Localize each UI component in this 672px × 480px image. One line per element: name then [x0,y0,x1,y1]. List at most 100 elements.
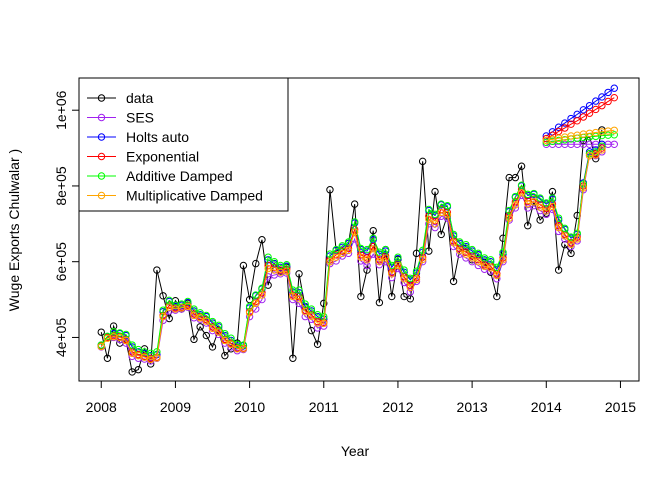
data-point [394,253,402,261]
legend-box [78,77,289,212]
data-point [320,299,328,308]
data-point [592,105,600,114]
data-point [369,245,377,253]
legend-swatch-point [97,152,106,161]
data-point [449,277,458,286]
data-point [462,240,470,249]
data-point [363,256,371,264]
x-axis: 2008 2009 2010 2011 2012 2013 2014 2015 [86,380,636,415]
data-point [474,257,482,266]
data-point [307,312,316,320]
data-point [536,216,544,224]
data-point [159,292,167,300]
data-point [227,340,235,348]
data-point [363,266,371,274]
plot-area [97,84,618,376]
data-point [214,328,223,336]
data-point [443,211,452,219]
data-point [153,266,161,274]
data-point [332,245,340,254]
data-point [511,192,520,201]
data-point [338,249,347,258]
data-point [598,140,606,148]
y-axis: 4e+05 6e+05 8e+05 1e+06 [53,90,80,358]
data-point [282,267,291,275]
data-point [264,253,272,261]
data-point [140,353,149,361]
legend-swatch-point [97,113,106,122]
data-point [109,322,118,330]
data-point [567,120,575,128]
x-tick-label: 2008 [86,399,117,415]
data-point [301,307,309,316]
y-tick-label: 4e+05 [53,318,69,358]
data-point [350,228,359,236]
data-point [381,245,390,254]
x-tick-label: 2013 [457,399,488,415]
y-tick-label: 6e+05 [53,242,69,282]
data-point [468,245,476,254]
data-point [579,113,588,121]
y-axis-label: Wuge Exports Chulwalar ) [6,149,22,311]
data-point [400,275,408,283]
data-point [431,187,439,196]
data-point [184,302,192,311]
data-point [493,271,501,280]
data-point [295,295,303,303]
data-point [604,97,612,106]
data-point [202,331,211,340]
data-point [184,297,192,306]
data-point [517,162,526,170]
data-point [369,234,377,242]
data-point [499,256,507,264]
data-point [610,84,618,92]
data-point [548,202,557,211]
data-point [221,336,229,345]
data-point [493,292,501,301]
data-point [190,335,198,344]
data-point [579,184,588,192]
data-point [116,333,124,342]
data-point [375,248,384,256]
legend-entry: Multiplicative Damped [126,188,263,204]
data-point [190,311,198,320]
x-axis-label: Year [341,443,370,459]
data-point [320,319,328,328]
data-point [554,223,563,232]
data-point [517,189,526,197]
data-point [208,343,217,351]
data-point [270,257,279,266]
data-point [418,246,427,255]
data-point [400,266,408,274]
data-point [208,324,217,333]
data-point [252,259,260,268]
data-point [289,354,297,362]
data-point [313,340,322,348]
data-point [202,317,211,325]
data-point [344,246,353,255]
legend-entry: data [126,90,153,106]
data-point [412,267,421,275]
data-point [406,283,414,292]
data-point [245,309,254,317]
data-point [468,254,476,262]
data-point [573,117,581,125]
legend-entry: Holts auto [126,129,189,145]
data-point [258,236,266,244]
data-point [554,222,563,230]
legend-entry: SES [126,110,154,126]
legend-entry: Exponential [126,149,199,165]
y-tick-label: 8e+05 [53,166,69,206]
data-point [363,261,371,270]
data-point [542,207,550,215]
data-point [97,328,105,336]
data-point [592,151,600,159]
series-5 [97,126,618,364]
data-point [128,349,136,358]
data-point [536,194,544,202]
data-point [598,101,606,110]
x-tick-label: 2012 [382,399,413,415]
data-point [425,215,433,223]
data-point [295,286,303,294]
legend: data SES Holts auto Exponential Additive Dam… [78,77,289,212]
